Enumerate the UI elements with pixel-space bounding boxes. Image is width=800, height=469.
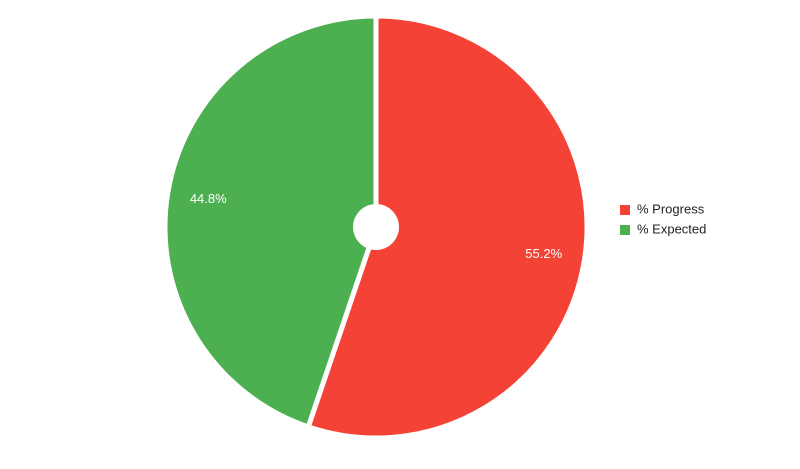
slice-label: 55.2% <box>525 246 562 261</box>
legend-swatch <box>620 205 630 215</box>
slice-label: 44.8% <box>190 191 227 206</box>
legend-label: % Expected <box>637 221 706 236</box>
legend-label: % Progress <box>637 201 705 216</box>
legend-swatch <box>620 225 630 235</box>
pie-slice <box>162 13 379 431</box>
donut-hole <box>353 204 399 250</box>
